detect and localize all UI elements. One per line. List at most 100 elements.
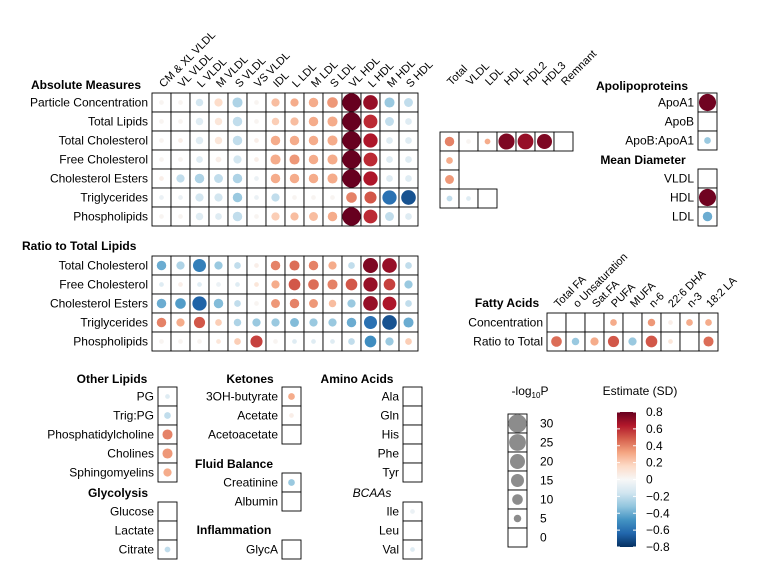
row-label: ApoA1 bbox=[658, 96, 694, 110]
heatmap-point bbox=[159, 119, 164, 124]
heatmap-point bbox=[234, 262, 241, 269]
heatmap-point bbox=[328, 299, 337, 308]
heatmap-cell bbox=[402, 520, 423, 541]
heatmap-point bbox=[197, 339, 202, 344]
size-legend-cell bbox=[507, 527, 528, 548]
heatmap-point bbox=[196, 156, 203, 163]
heatmap-point bbox=[271, 193, 280, 202]
heatmap-point bbox=[271, 117, 280, 126]
heatmap-point bbox=[330, 195, 335, 200]
heatmap-point bbox=[536, 133, 553, 150]
heatmap-point bbox=[159, 282, 164, 287]
heatmap-point bbox=[382, 258, 397, 273]
heatmap-point bbox=[194, 173, 205, 184]
heatmap-point bbox=[404, 98, 413, 107]
heatmap-point bbox=[348, 262, 355, 269]
row-label: Ile bbox=[386, 505, 399, 519]
color-legend-label: −0.8 bbox=[646, 540, 670, 554]
color-legend-label: 0.8 bbox=[646, 405, 663, 419]
heatmap-point bbox=[401, 190, 416, 205]
color-legend-label: 0.6 bbox=[646, 422, 663, 436]
heatmap-point bbox=[327, 211, 338, 222]
heatmap-point bbox=[309, 299, 318, 308]
heatmap-point bbox=[405, 175, 412, 182]
heatmap-cell bbox=[477, 188, 498, 209]
column-label: 18:2 LA bbox=[704, 274, 740, 310]
heatmap-point bbox=[698, 188, 717, 207]
heatmap-point bbox=[254, 282, 259, 287]
heatmap-point bbox=[410, 547, 415, 552]
heatmap-point bbox=[645, 335, 658, 348]
heatmap-point bbox=[309, 318, 318, 327]
heatmap-point bbox=[233, 155, 242, 164]
row-label: Tyr bbox=[382, 466, 399, 480]
heatmap-cell bbox=[281, 539, 302, 560]
panel-ratio: Ratio to Total Lipids Total Cholesterol Fr… bbox=[22, 239, 419, 352]
row-label: Triglycerides bbox=[80, 316, 148, 330]
heatmap-point bbox=[270, 173, 281, 184]
panel-amino_acids: Amino Acids Ala Gln His Phe Tyr bbox=[321, 372, 423, 483]
heatmap-point bbox=[178, 100, 183, 105]
heatmap-point bbox=[327, 97, 338, 108]
heatmap-point bbox=[405, 338, 412, 345]
heatmap-point bbox=[311, 339, 316, 344]
heatmap-point bbox=[290, 98, 299, 107]
panel-bcaas: BCAAs Ile Leu Val bbox=[353, 486, 423, 560]
heatmap-point bbox=[254, 214, 259, 219]
heatmap-point bbox=[214, 174, 223, 183]
size-legend-label: 0 bbox=[540, 531, 547, 545]
heatmap-point bbox=[214, 261, 223, 270]
heatmap-point bbox=[364, 191, 377, 204]
heatmap-point bbox=[162, 448, 173, 459]
row-label: HDL bbox=[670, 191, 694, 205]
panel-glycolysis: Glycolysis Glucose Lactate Citrate bbox=[88, 486, 178, 560]
heatmap-point bbox=[347, 299, 356, 308]
heatmap-point bbox=[165, 394, 170, 399]
heatmap-point bbox=[327, 154, 338, 165]
heatmap-point bbox=[342, 93, 361, 112]
heatmap-point bbox=[289, 135, 300, 146]
panel-title: Ratio to Total Lipids bbox=[22, 239, 137, 253]
heatmap-point bbox=[498, 133, 515, 150]
panel-title: Amino Acids bbox=[321, 372, 394, 386]
panel-fluid_balance: Fluid Balance Creatinine Albumin bbox=[195, 457, 302, 512]
heatmap-cell bbox=[565, 312, 586, 333]
heatmap-point bbox=[308, 97, 319, 108]
row-label: Phospholipids bbox=[73, 210, 148, 224]
heatmap-point bbox=[214, 117, 223, 126]
heatmap-cell bbox=[281, 424, 302, 445]
heatmap-point bbox=[232, 135, 243, 146]
heatmap-point bbox=[364, 335, 377, 348]
heatmap-point bbox=[446, 195, 453, 202]
heatmap-point bbox=[311, 195, 316, 200]
heatmap-point bbox=[405, 213, 412, 220]
panel-other_lipids: Other Lipids PG Trig:PG Phosphatidylcholine… bbox=[47, 372, 178, 483]
color-legend-label: −0.4 bbox=[646, 506, 670, 520]
heatmap-point bbox=[271, 280, 280, 289]
heatmap-point bbox=[288, 479, 295, 486]
heatmap-point bbox=[386, 156, 393, 163]
row-label: Sphingomyelins bbox=[69, 466, 154, 480]
heatmap-point bbox=[271, 318, 280, 327]
size-legend-title-end: P bbox=[540, 384, 548, 398]
heatmap-point bbox=[308, 154, 319, 165]
heatmap-point bbox=[289, 413, 294, 418]
panel-title: BCAAs bbox=[353, 486, 392, 500]
size-legend-label: 25 bbox=[540, 436, 554, 450]
panel-inflammation: Inflammation GlycA bbox=[197, 523, 302, 560]
heatmap-point bbox=[342, 169, 361, 188]
heatmap-point bbox=[328, 261, 337, 270]
heatmap-cell bbox=[584, 312, 605, 333]
heatmap-point bbox=[176, 318, 185, 327]
heatmap-point bbox=[235, 282, 240, 287]
row-label: Concentration bbox=[468, 316, 543, 330]
panel-title: Apolipoproteins bbox=[596, 79, 688, 93]
row-label: Phe bbox=[378, 447, 400, 461]
heatmap-point bbox=[308, 279, 319, 290]
size-legend-label: 15 bbox=[540, 474, 554, 488]
panel-title: Other Lipids bbox=[77, 372, 148, 386]
heatmap-point bbox=[327, 116, 338, 127]
